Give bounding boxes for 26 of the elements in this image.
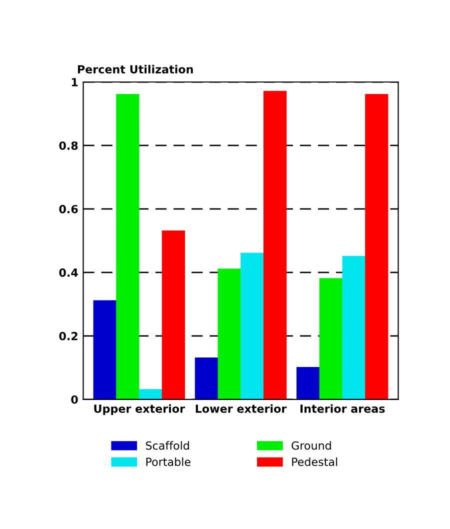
x-tick-label: Interior areas [300,404,385,413]
y-tick-label: 0.6 [59,204,78,214]
bar [162,230,185,400]
bar [319,278,342,400]
bar [93,300,116,400]
y-tick-label: 0.4 [59,268,78,277]
y-tick-label: 0.2 [59,332,78,340]
legend-label: Scaffold [146,441,189,450]
x-tick-label: Lower exterior [196,404,287,413]
bar [218,268,241,400]
y-tick-label: 1 [72,78,78,86]
y-axis-title: Percent Utilization [78,64,193,74]
bar [240,252,264,400]
x-tick-label: Upper exterior [94,404,185,416]
bar [263,90,287,400]
bar [194,357,218,400]
legend-label: Portable [146,457,190,466]
bar [365,94,388,400]
bar [116,94,140,400]
bar [342,256,366,400]
bar [139,389,162,400]
legend-label: Ground [292,441,331,450]
y-tick-label: 0 [71,395,78,404]
y-tick-label: 0.8 [59,141,78,150]
legend-label: Pedestal [292,457,338,466]
bar [296,366,320,400]
